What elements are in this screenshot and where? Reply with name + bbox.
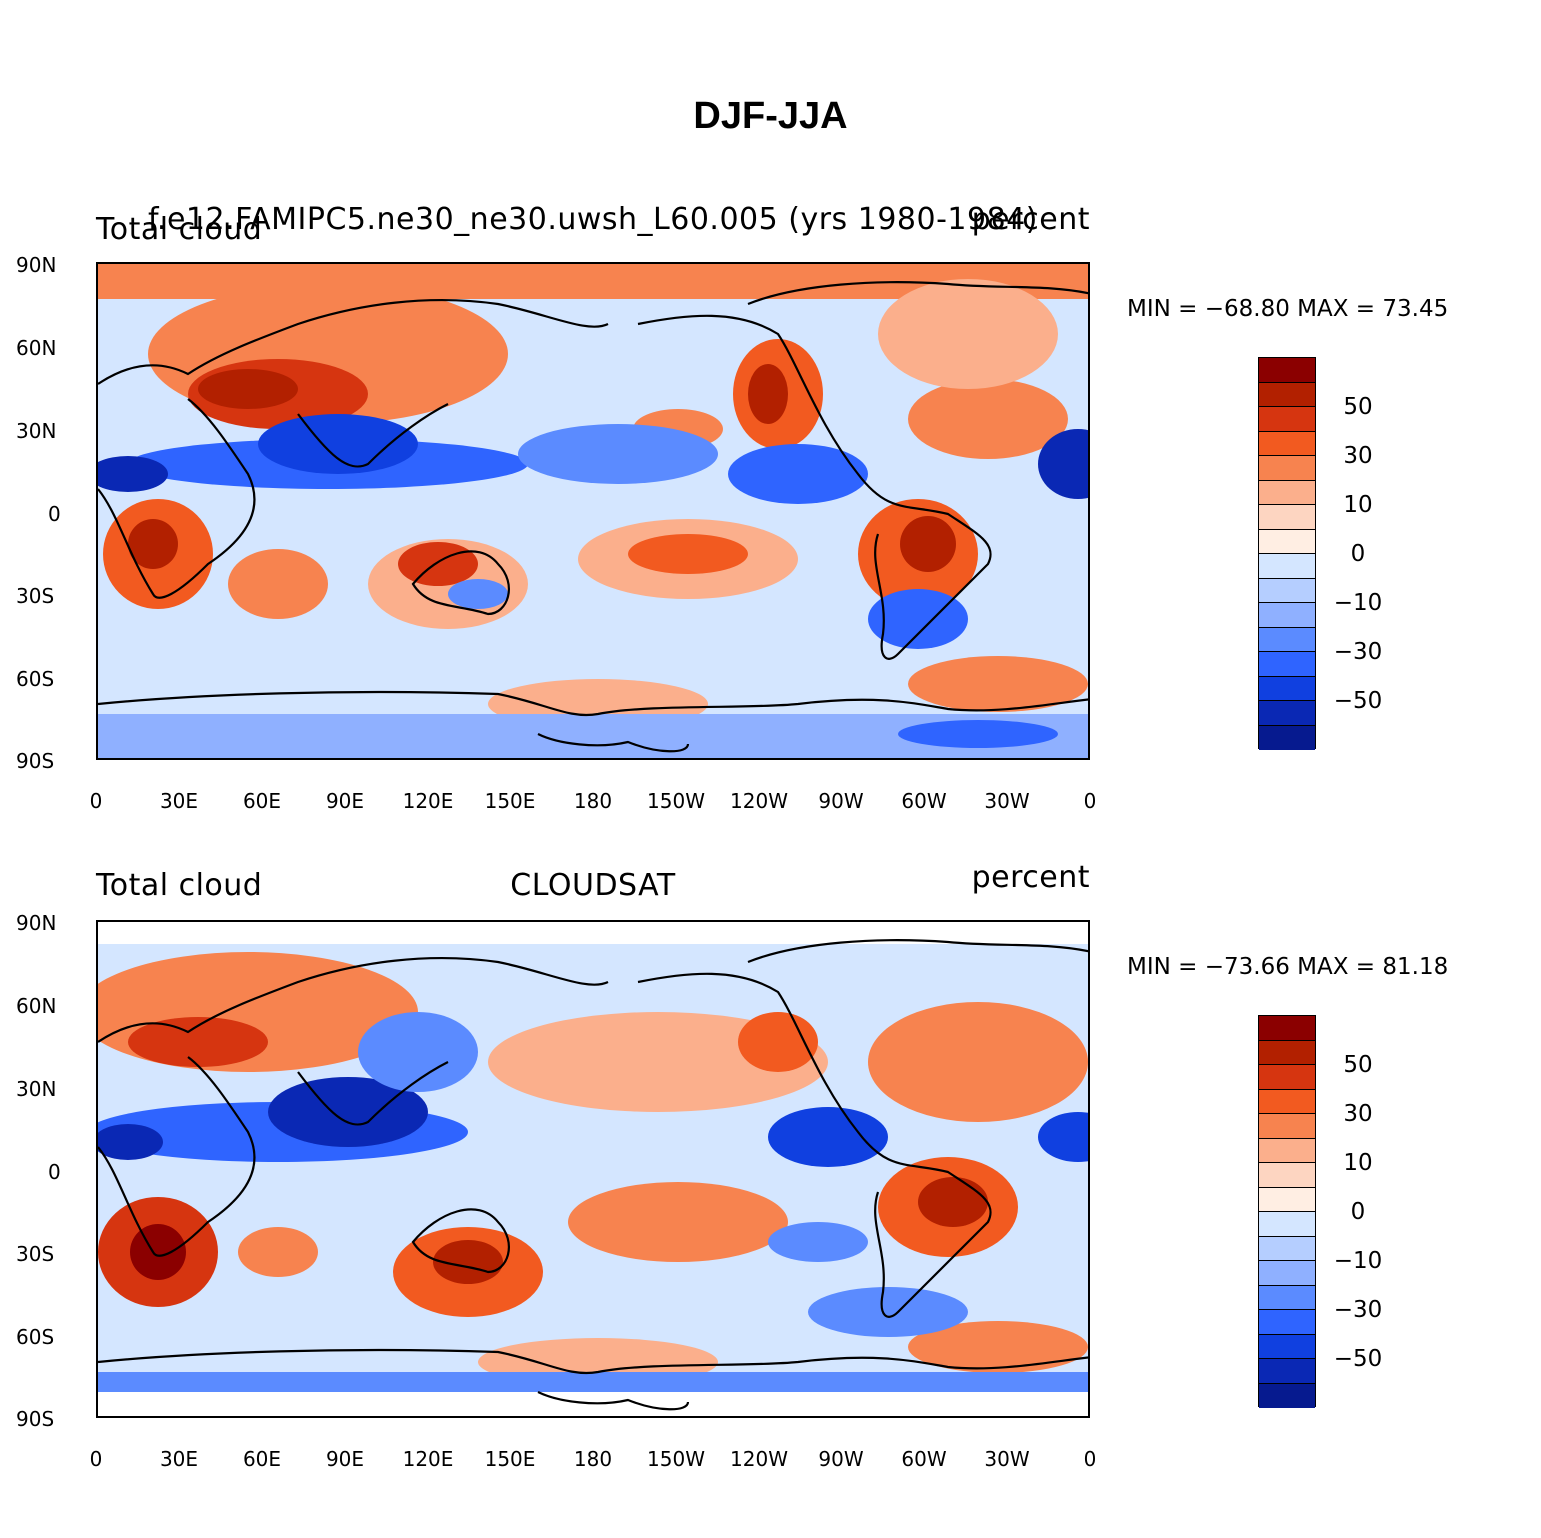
map-plot (96, 262, 1090, 760)
y-tick-label: 30N (16, 1077, 57, 1101)
map-plot (96, 920, 1090, 1418)
panel-units: percent (971, 860, 1090, 895)
x-tick-label: 150W (647, 1447, 705, 1471)
colorbar-label: 0 (1350, 1199, 1366, 1225)
colorbar-label: 10 (1343, 492, 1373, 518)
min-max-stats: MIN = −68.80 MAX = 73.45 (1127, 296, 1449, 322)
x-tick-label: 150E (484, 1447, 536, 1471)
x-tick-label: 180 (573, 1447, 613, 1471)
x-tick-label: 120E (402, 1447, 454, 1471)
y-tick-label: 90S (16, 1407, 55, 1431)
colorbar-label: −10 (1333, 590, 1383, 616)
contour-field (98, 264, 1088, 758)
y-tick-label: 60S (16, 1325, 55, 1349)
y-tick-label: 30S (16, 1242, 55, 1266)
colorbar-label: −30 (1333, 639, 1383, 665)
y-tick-label: 0 (48, 1160, 61, 1184)
colorbar-label: 30 (1343, 443, 1373, 469)
contour-field (98, 922, 1088, 1416)
colorbar-label: 0 (1350, 541, 1366, 567)
x-tick-label: 150E (484, 789, 536, 813)
x-tick-label: 60E (242, 1447, 282, 1471)
x-tick-label: 120E (402, 789, 454, 813)
x-tick-label: 60W (901, 789, 947, 813)
y-tick-label: 60N (16, 336, 57, 360)
x-tick-label: 30W (984, 789, 1030, 813)
panel-left-title: Total cloud (96, 212, 263, 247)
panel-center-title: f.e12.FAMIPC5.ne30_ne30.uwsh_L60.005 (yr… (148, 202, 1038, 237)
y-tick-label: 90N (16, 253, 57, 277)
x-tick-label: 60W (901, 1447, 947, 1471)
panel-center-title: CLOUDSAT (510, 868, 676, 903)
x-tick-label: 30E (159, 1447, 199, 1471)
colorbar-label: −50 (1333, 1346, 1383, 1372)
x-tick-label: 180 (573, 789, 613, 813)
y-tick-label: 90N (16, 911, 57, 935)
figure-title: DJF-JJA (693, 95, 848, 137)
colorbar (1258, 357, 1316, 750)
x-tick-label: 90E (325, 789, 365, 813)
panel-units: percent (971, 202, 1090, 237)
x-tick-label: 120W (730, 789, 788, 813)
colorbar-label: 50 (1343, 1052, 1373, 1078)
min-max-stats: MIN = −73.66 MAX = 81.18 (1127, 954, 1449, 980)
x-tick-label: 30W (984, 1447, 1030, 1471)
colorbar-label: −30 (1333, 1297, 1383, 1323)
x-tick-label: 0 (89, 1447, 103, 1471)
y-tick-label: 30N (16, 419, 57, 443)
colorbar-label: 50 (1343, 394, 1373, 420)
x-tick-label: 0 (1083, 789, 1097, 813)
y-tick-label: 60S (16, 667, 55, 691)
model-panel: Total cloud f.e12.FAMIPC5.ne30_ne30.uwsh… (0, 190, 1541, 830)
x-tick-label: 0 (89, 789, 103, 813)
x-tick-label: 0 (1083, 1447, 1097, 1471)
colorbar-label: 10 (1343, 1150, 1373, 1176)
x-tick-label: 30E (159, 789, 199, 813)
y-tick-label: 0 (48, 502, 61, 526)
colorbar (1258, 1015, 1316, 1408)
colorbar-label: 30 (1343, 1101, 1373, 1127)
cloudsat-panel: Total cloud CLOUDSAT percent (0, 850, 1541, 1500)
y-tick-label: 30S (16, 584, 55, 608)
x-tick-label: 60E (242, 789, 282, 813)
x-tick-label: 90E (325, 1447, 365, 1471)
x-tick-label: 90W (818, 789, 864, 813)
y-tick-label: 90S (16, 749, 55, 773)
x-tick-label: 150W (647, 789, 705, 813)
x-tick-label: 90W (818, 1447, 864, 1471)
colorbar-label: −10 (1333, 1248, 1383, 1274)
panel-left-title: Total cloud (96, 868, 263, 903)
colorbar-label: −50 (1333, 688, 1383, 714)
y-tick-label: 60N (16, 994, 57, 1018)
x-tick-label: 120W (730, 1447, 788, 1471)
